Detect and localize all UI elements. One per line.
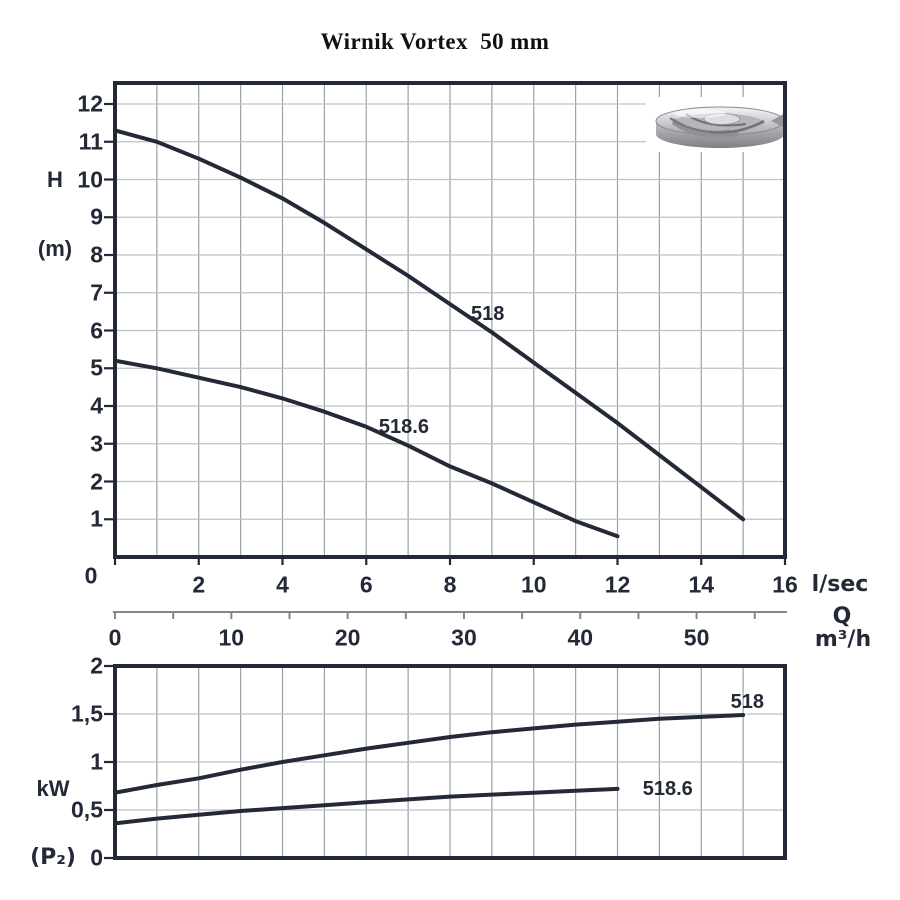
head-chart-curves <box>113 128 746 539</box>
power-y-tick-label: 1,5 <box>71 700 103 727</box>
head-y-tick-label: 9 <box>90 203 103 230</box>
power-chart-curves <box>113 713 746 826</box>
flow-tick-label: 30 <box>451 624 477 651</box>
power-y-axis-title: kW (P₂) <box>24 731 82 900</box>
head-x-tick-label: 16 <box>772 571 798 598</box>
head-x-tick-label: 8 <box>443 571 457 598</box>
x-axis-unit-lsec: l/sec <box>811 572 869 597</box>
head-x-tick-label: 14 <box>688 571 715 598</box>
head-y-tick-label: 5 <box>90 354 103 381</box>
curve-label-518: 518 <box>730 690 764 713</box>
head-chart-grid <box>115 83 785 557</box>
flow-ruler-axis <box>113 611 787 619</box>
head-y-axis-title: H (m) <box>26 122 84 306</box>
flow-tick-label: 0 <box>108 624 122 651</box>
head-curve-518.6 <box>113 358 620 539</box>
head-y-tick-label: 8 <box>90 241 103 268</box>
head-x-tick-label: 4 <box>276 571 289 598</box>
impeller-image <box>646 97 793 152</box>
curve-label-518.6: 518.6 <box>642 777 693 800</box>
head-y-axis-unit: (m) <box>37 236 73 261</box>
power-curve-518 <box>113 713 746 795</box>
power-y-tick-label: 2 <box>90 652 103 679</box>
origin-label: 0 <box>84 562 98 589</box>
flow-tick-label: 20 <box>334 624 361 651</box>
power-y-axis-name: kW <box>36 776 70 801</box>
power-chart-grid <box>115 666 785 858</box>
head-y-tick-label: 2 <box>90 468 103 494</box>
flow-axis-unit-m3h: m³/h <box>814 627 872 652</box>
head-y-tick-label: 10 <box>77 166 103 192</box>
head-y-tick-label: 3 <box>90 430 103 457</box>
flow-tick-label: 40 <box>567 624 594 651</box>
head-y-tick-label: 12 <box>77 90 103 117</box>
page-title: Wirnik Vortex 50 mm <box>320 29 550 54</box>
head-y-tick-label: 11 <box>78 128 103 155</box>
head-x-tick-label: 6 <box>359 571 373 598</box>
head-y-tick-label: 7 <box>90 279 103 306</box>
axis-tick-marks <box>104 102 787 860</box>
flow-axis-name-q: Q <box>832 604 852 629</box>
head-x-tick-label: 2 <box>192 571 206 598</box>
power-y-tick-label: 0 <box>90 844 103 871</box>
curve-label-518: 518 <box>471 302 505 325</box>
flow-tick-label: 10 <box>218 624 245 651</box>
power-curve-518.6 <box>113 786 620 826</box>
curve-label-518.6: 518.6 <box>378 415 429 438</box>
head-y-tick-label: 1 <box>90 505 103 532</box>
power-y-tick-label: 1 <box>90 748 103 775</box>
head-y-tick-label: 6 <box>90 317 103 343</box>
head-y-axis-name: H <box>47 167 63 192</box>
head-x-tick-label: 12 <box>604 571 631 598</box>
flow-tick-label: 50 <box>683 624 710 651</box>
head-curve-518 <box>113 128 746 522</box>
chart-borders <box>113 81 787 860</box>
head-x-tick-label: 10 <box>520 571 547 598</box>
head-y-tick-label: 4 <box>90 392 103 419</box>
power-y-tick-label: 0,5 <box>71 796 103 823</box>
power-y-axis-unit: (P₂) <box>30 845 76 870</box>
